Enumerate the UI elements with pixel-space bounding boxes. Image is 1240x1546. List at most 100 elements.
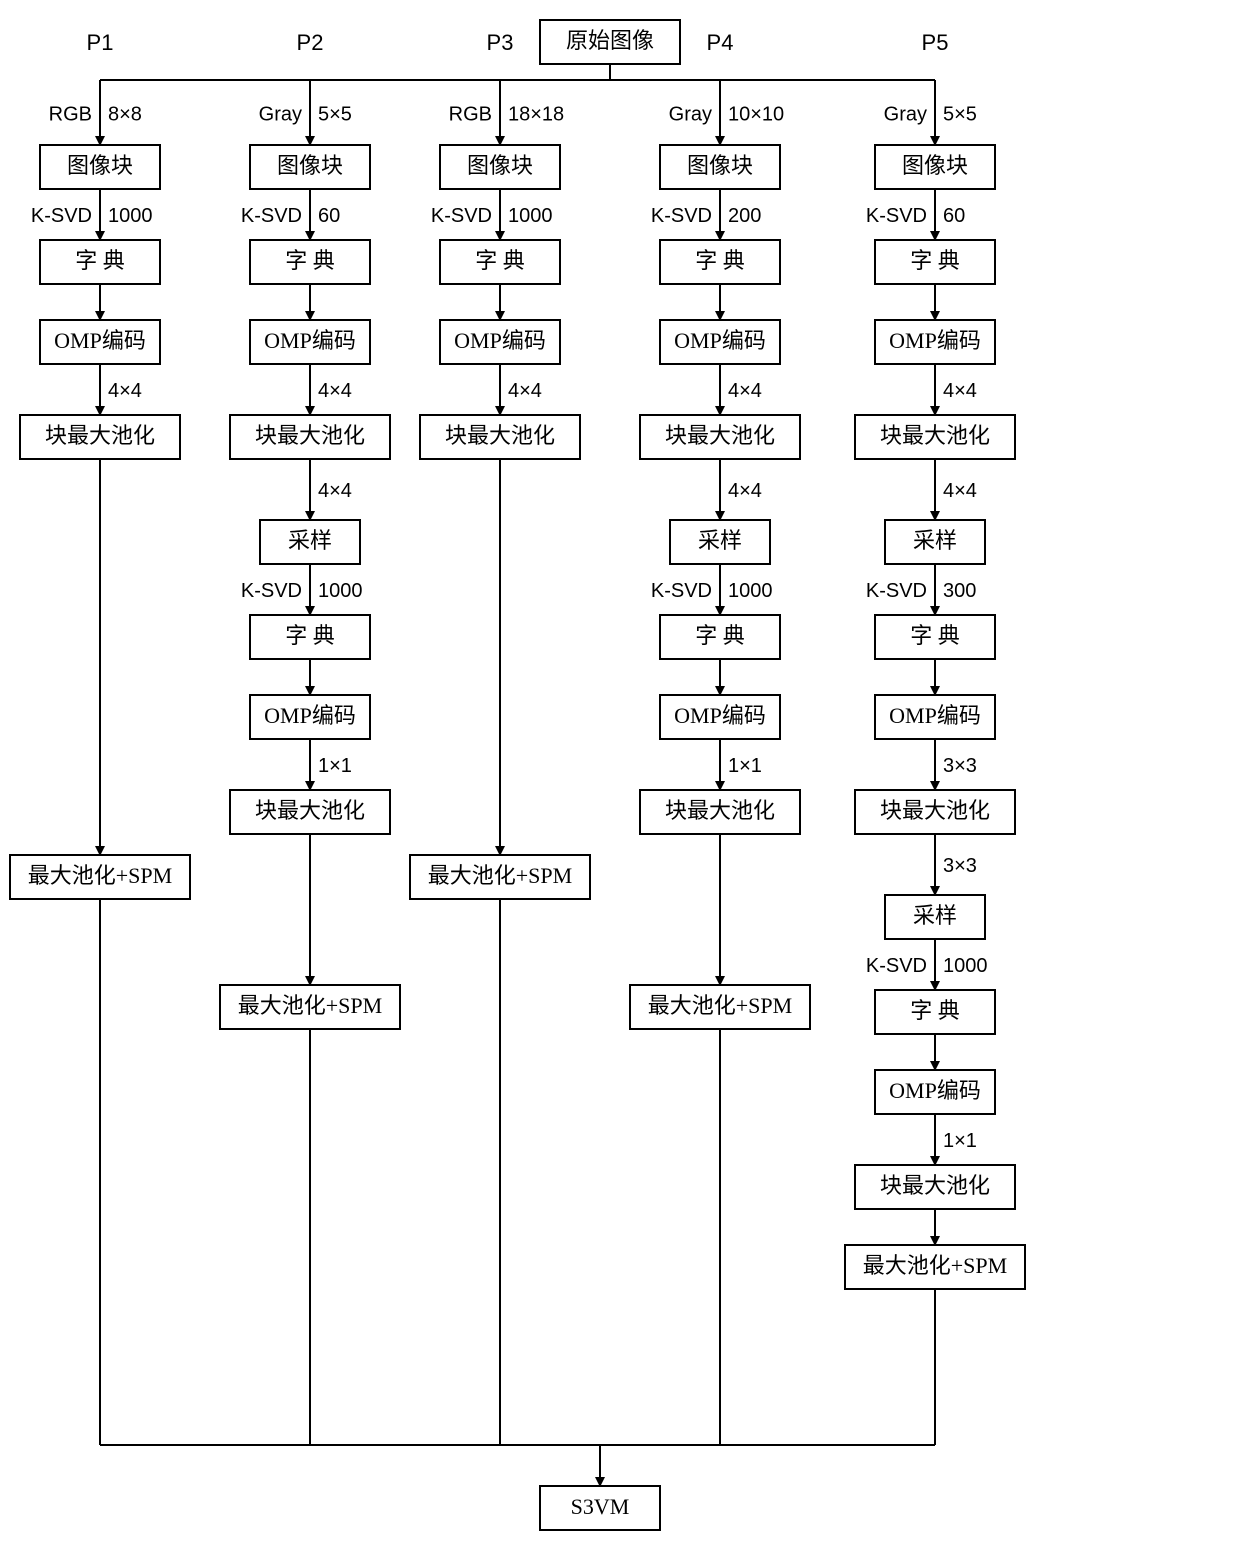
P2-e0r: 5×5: [318, 103, 352, 125]
P5-box-3-label: 块最大池化: [880, 423, 990, 448]
P4-e5l: K-SVD: [651, 580, 712, 602]
P3-box-2-label: OMP编码: [454, 328, 546, 353]
P5-box-2: OMP编码: [875, 320, 995, 364]
P1-e3r: 4×4: [108, 380, 142, 402]
P5-e8r: 3×3: [943, 855, 977, 877]
P2-e3r: 4×4: [318, 380, 352, 402]
P5-e7r: 3×3: [943, 755, 977, 777]
P3-box-3-label: 块最大池化: [445, 423, 555, 448]
P5-e5l: K-SVD: [866, 580, 927, 602]
final-node-label: S3VM: [571, 1494, 630, 1519]
P5-e11r: 1×1: [943, 1130, 977, 1152]
header-P3: P3: [487, 30, 514, 55]
P5-box-5: 字 典: [875, 615, 995, 659]
P4-box-4: 采样: [670, 520, 770, 564]
P5-box-11: 块最大池化: [855, 1165, 1015, 1209]
P1-box-2-label: OMP编码: [54, 328, 146, 353]
P5-box-4: 采样: [885, 520, 985, 564]
P4-box-3: 块最大池化: [640, 415, 800, 459]
P5-box-1: 字 典: [875, 240, 995, 284]
P5-box-6: OMP编码: [875, 695, 995, 739]
P5-e0r: 5×5: [943, 103, 977, 125]
P1-box-3-label: 块最大池化: [45, 423, 155, 448]
P2-box-6: OMP编码: [250, 695, 370, 739]
P2-box-4-label: 采样: [288, 528, 332, 553]
P4-e1r: 200: [728, 205, 761, 227]
P2-box-3: 块最大池化: [230, 415, 390, 459]
P5-box-12-label: 最大池化+SPM: [863, 1253, 1007, 1278]
P4-e7r: 1×1: [728, 755, 762, 777]
P5-box-6-label: OMP编码: [889, 703, 981, 728]
P2-box-1: 字 典: [250, 240, 370, 284]
P4-box-1-label: 字 典: [695, 248, 745, 273]
P5-box-0-label: 图像块: [902, 153, 968, 178]
P5-box-4-label: 采样: [913, 528, 957, 553]
P4-box-1: 字 典: [660, 240, 780, 284]
flowchart-canvas: 原始图像P1RGB8×8图像块字 典K-SVD1000OMP编码块最大池化4×4…: [0, 0, 1240, 1546]
P2-e5l: K-SVD: [241, 580, 302, 602]
P3-box-3: 块最大池化: [420, 415, 580, 459]
P2-box-1-label: 字 典: [285, 248, 335, 273]
P2-e1l: K-SVD: [241, 205, 302, 227]
P2-box-2: OMP编码: [250, 320, 370, 364]
P2-box-4: 采样: [260, 520, 360, 564]
P3-e3r: 4×4: [508, 380, 542, 402]
P2-e0l: Gray: [259, 103, 302, 125]
P2-box-8: 最大池化+SPM: [220, 985, 400, 1029]
P4-box-7: 块最大池化: [640, 790, 800, 834]
P2-box-8-label: 最大池化+SPM: [238, 993, 382, 1018]
header-P4: P4: [707, 30, 734, 55]
root-node-label: 原始图像: [566, 28, 654, 53]
P3-box-1: 字 典: [440, 240, 560, 284]
P2-e4r: 4×4: [318, 480, 352, 502]
P4-e3r: 4×4: [728, 380, 762, 402]
P4-e0r: 10×10: [728, 103, 784, 125]
P1-box-2: OMP编码: [40, 320, 160, 364]
P1-box-4-label: 最大池化+SPM: [28, 863, 172, 888]
P5-box-8: 采样: [885, 895, 985, 939]
header-P1: P1: [87, 30, 114, 55]
P5-box-11-label: 块最大池化: [880, 1173, 990, 1198]
P2-box-0-label: 图像块: [277, 153, 343, 178]
P3-box-4: 最大池化+SPM: [410, 855, 590, 899]
P3-box-0: 图像块: [440, 145, 560, 189]
P5-box-0: 图像块: [875, 145, 995, 189]
P2-box-5: 字 典: [250, 615, 370, 659]
P4-box-4-label: 采样: [698, 528, 742, 553]
P2-box-5-label: 字 典: [285, 623, 335, 648]
P1-box-0-label: 图像块: [67, 153, 133, 178]
P5-e0l: Gray: [884, 103, 927, 125]
P4-box-8-label: 最大池化+SPM: [648, 993, 792, 1018]
P4-box-7-label: 块最大池化: [665, 798, 775, 823]
P5-e3r: 4×4: [943, 380, 977, 402]
P5-box-8-label: 采样: [913, 903, 957, 928]
P5-box-7: 块最大池化: [855, 790, 1015, 834]
P1-box-3: 块最大池化: [20, 415, 180, 459]
P5-e1r: 60: [943, 205, 965, 227]
P5-box-5-label: 字 典: [910, 623, 960, 648]
P5-box-3: 块最大池化: [855, 415, 1015, 459]
P3-box-0-label: 图像块: [467, 153, 533, 178]
P3-box-2: OMP编码: [440, 320, 560, 364]
P3-box-4-label: 最大池化+SPM: [428, 863, 572, 888]
P4-box-2-label: OMP编码: [674, 328, 766, 353]
P5-box-10: OMP编码: [875, 1070, 995, 1114]
P4-box-0: 图像块: [660, 145, 780, 189]
P1-e0l: RGB: [49, 103, 92, 125]
P2-box-3-label: 块最大池化: [255, 423, 365, 448]
P5-box-1-label: 字 典: [910, 248, 960, 273]
P3-e0l: RGB: [449, 103, 492, 125]
P4-box-3-label: 块最大池化: [665, 423, 775, 448]
P2-e7r: 1×1: [318, 755, 352, 777]
root-node: 原始图像: [540, 20, 680, 64]
P4-box-0-label: 图像块: [687, 153, 753, 178]
P1-box-1-label: 字 典: [75, 248, 125, 273]
P5-box-2-label: OMP编码: [889, 328, 981, 353]
P2-e1r: 60: [318, 205, 340, 227]
P5-e9l: K-SVD: [866, 955, 927, 977]
final-node: S3VM: [540, 1486, 660, 1530]
P5-e1l: K-SVD: [866, 205, 927, 227]
P4-box-5: 字 典: [660, 615, 780, 659]
P4-e4r: 4×4: [728, 480, 762, 502]
P1-e0r: 8×8: [108, 103, 142, 125]
